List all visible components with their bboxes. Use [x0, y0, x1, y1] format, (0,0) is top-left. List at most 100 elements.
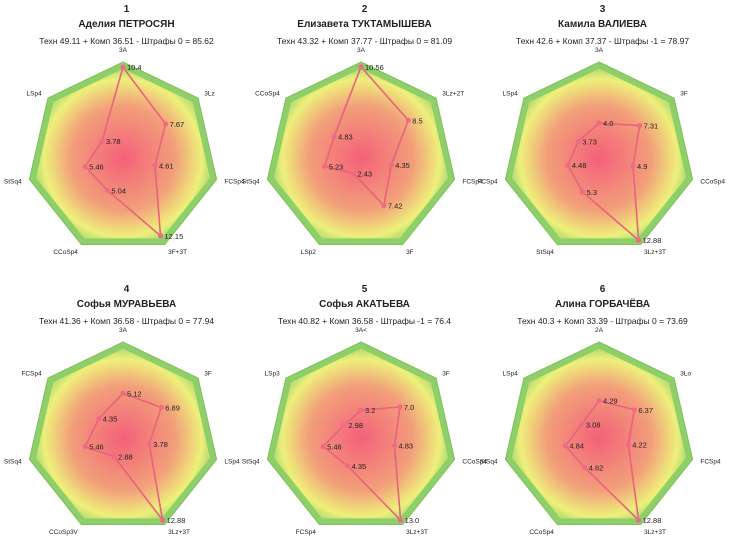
radar-chart: 3A 3Lz+2T FCSp4 3F LSp2 StSq4 CCoSp4 10.56 8.5 4.… [242, 47, 483, 256]
value-label: 3.78 [153, 440, 168, 449]
value-label: 2.98 [348, 421, 363, 430]
data-point [82, 444, 88, 450]
panel-rank: 5 [361, 284, 368, 295]
value-label: 4.61 [159, 161, 174, 170]
value-label: 7.67 [170, 120, 185, 129]
data-point [636, 517, 642, 523]
radar-panel: 5 Софья АКАТЬЕВА Техн 40.82 + Комп 36.58… [242, 280, 487, 551]
data-point [163, 121, 169, 127]
data-point [96, 416, 102, 422]
data-point [341, 422, 347, 428]
value-label: 4.29 [603, 397, 618, 406]
axis-label-3lo: 3Lo [680, 371, 691, 378]
value-label: 12.88 [167, 516, 186, 525]
data-point [152, 162, 158, 168]
value-label: 4.48 [572, 161, 587, 170]
score-breakdown: Техн 40.3 + Комп 33.39 - Штрафы 0 = 73.6… [517, 316, 688, 326]
axis-label-ccosp4: CCoSp4 [462, 459, 487, 466]
value-label: 7.31 [644, 122, 659, 131]
series-line [564, 399, 640, 523]
radar-panel: 1 Аделия ПЕТРОСЯН Техн 49.11 + Комп 36.5… [4, 0, 248, 271]
data-point [82, 164, 88, 170]
value-label: 2.43 [358, 170, 373, 179]
value-label: 6.37 [638, 406, 653, 415]
data-point [331, 134, 337, 140]
axis-label-3f3t: 3F+3T [168, 249, 187, 256]
data-point [160, 517, 166, 523]
series-line [321, 406, 402, 523]
data-point [397, 404, 403, 410]
data-point [636, 237, 642, 243]
radar-background [512, 348, 686, 519]
score-breakdown: Техн 40.82 + Комп 36.58 - Штрафы -1 = 76… [277, 316, 452, 326]
axis-label-lsp4: LSp4 [503, 371, 519, 378]
value-label: 8.5 [412, 116, 422, 125]
series-line [567, 122, 641, 243]
data-point [320, 444, 326, 450]
data-point [120, 390, 126, 396]
radar-chart: 2A 3Lo FCSp4 3Lz+3T CCoSp4 StSq4 LSp4 4.29 6.37 4… [480, 327, 721, 536]
value-label: 4.62 [589, 464, 604, 473]
value-label: 4.9 [637, 162, 647, 171]
data-point [631, 407, 637, 413]
data-point [565, 162, 571, 168]
value-label: 5.23 [329, 162, 344, 171]
score-breakdown: Техн 41.36 + Комп 36.58 - Штрафы 0 = 77.… [38, 316, 215, 326]
axis-label-lsp4: LSp4 [503, 91, 519, 98]
data-point [398, 517, 404, 523]
axis-label-fcsp4: FCSp4 [462, 179, 483, 186]
value-label: 12.88 [643, 236, 662, 245]
radar-background [36, 68, 210, 239]
axis-label-3lz3t: 3Lz+3T [406, 529, 428, 536]
axis-label-stsq4: StSq4 [4, 459, 22, 466]
value-label: 5.46 [89, 163, 104, 172]
value-label: 4.35 [352, 462, 367, 471]
axis-label-3a: 3A [357, 47, 366, 54]
data-point [562, 443, 568, 449]
radar-background [274, 68, 448, 239]
value-label: 6.89 [165, 404, 180, 413]
score-breakdown: Техн 42.6 + Комп 37.37 - Штрафы -1 = 78.… [515, 36, 690, 46]
value-label: 4.35 [395, 161, 410, 170]
axis-label-fcsp4: FCSp4 [224, 179, 245, 186]
value-label: 4.22 [632, 441, 647, 450]
axis-label-lsp4: LSp4 [224, 459, 240, 466]
axis-label-fcsp4: FCSp4 [700, 459, 721, 466]
axis-label-3f: 3F [680, 91, 688, 98]
axis-label-stsq4: StSq4 [242, 179, 260, 186]
data-point [104, 187, 110, 193]
data-point [575, 138, 581, 145]
value-label: 4.35 [103, 415, 118, 424]
value-label: 4.84 [569, 442, 584, 451]
radar-chart: 3A< 3F CCoSp4 3Lz+3T FCSp4 StSq4 LSp3 3.2 7.0 4.8… [242, 327, 487, 536]
data-point [99, 138, 105, 144]
data-point [579, 421, 585, 427]
radar-panel: 3 Камила ВАЛИЕВА Техн 42.6 + Комп 37.37 … [477, 0, 725, 271]
data-point [350, 171, 357, 177]
axis-label-3lz3t: 3Lz+3T [644, 249, 666, 256]
data-point [158, 404, 164, 411]
skater-name: Елизавета ТУКТАМЫШЕВА [297, 19, 432, 30]
axis-label-3lz: 3Lz [204, 91, 214, 98]
data-point [120, 64, 126, 70]
value-label: 3.78 [106, 137, 121, 146]
panel-rank: 1 [123, 4, 130, 15]
axis-label-ccosp3v: CCoSp3V [49, 529, 79, 536]
value-label: 12.88 [643, 516, 662, 525]
axis-label-3a: 3A [595, 47, 604, 54]
value-label: 4.83 [399, 442, 414, 451]
value-label: 5.46 [327, 443, 342, 452]
skater-name: Софья АКАТЬЕВА [319, 299, 410, 310]
data-point [111, 453, 117, 460]
axis-label-lsp4: LSp4 [27, 91, 43, 98]
score-breakdown: Техн 43.32 + Комп 37.77 - Штрафы 0 = 81.… [276, 36, 453, 46]
axis-label-fcsp4: FCSp4 [21, 371, 42, 378]
panel-rank: 4 [123, 284, 130, 295]
data-point [157, 233, 164, 239]
panel-rank: 6 [599, 284, 606, 295]
axis-label-stsq4: StSq4 [536, 249, 554, 256]
axis-label-lsp3: LSp3 [265, 371, 281, 378]
axis-label-3a: 3A [119, 327, 128, 334]
axis-label-3lz3t: 3Lz+3T [168, 529, 190, 536]
data-point [358, 407, 364, 413]
